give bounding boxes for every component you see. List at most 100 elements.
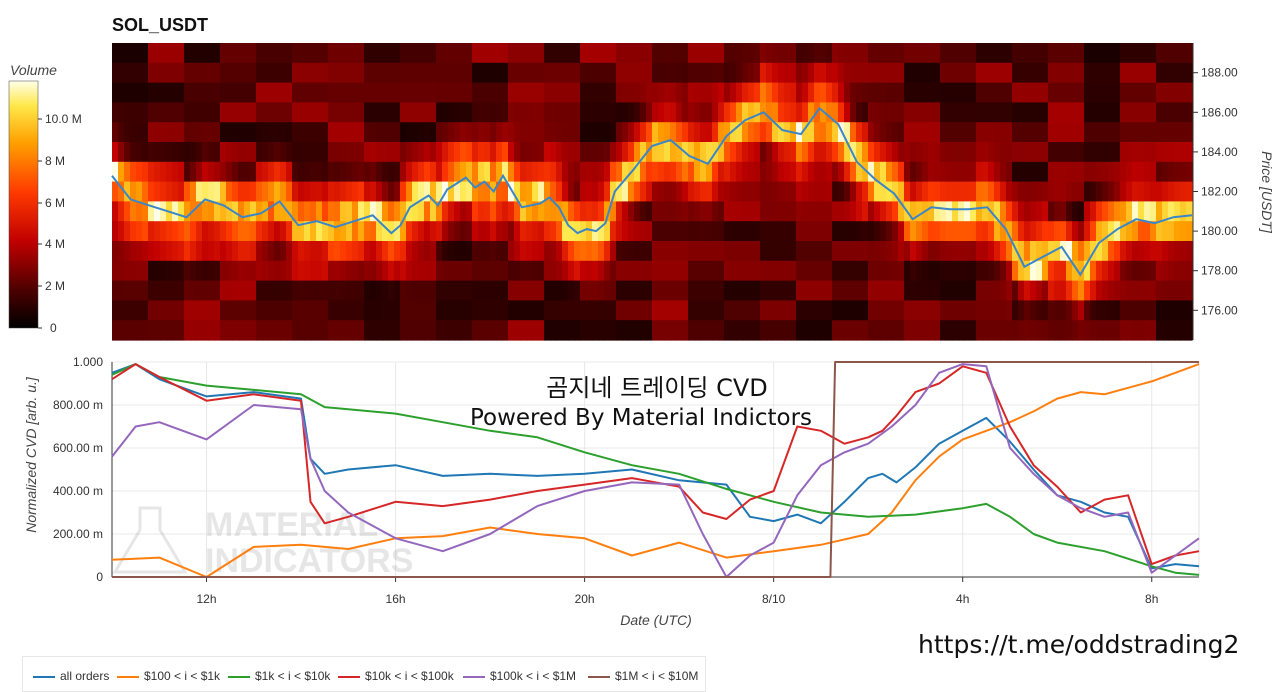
heatmap-cell (658, 280, 665, 301)
legend-item[interactable]: $100 < i < $1k (117, 669, 220, 683)
heatmap-cell (238, 82, 245, 103)
heatmap-cell (424, 43, 431, 64)
heatmap-cell (556, 241, 563, 262)
heatmap-cell (508, 62, 515, 84)
heatmap-cell (1126, 221, 1133, 242)
heatmap-cell (802, 102, 809, 123)
heatmap-cell (1120, 62, 1127, 84)
heatmap-cell (904, 43, 911, 64)
heatmap-cell (766, 82, 773, 103)
heatmap-cell (940, 102, 947, 123)
heatmap-cell (658, 300, 665, 321)
heatmap-cell (922, 221, 929, 242)
heatmap-cell (940, 241, 947, 262)
heatmap-cell (190, 43, 197, 64)
heatmap-cell (454, 122, 461, 143)
heatmap-cell (112, 82, 119, 103)
heatmap-cell (334, 43, 341, 64)
heatmap-cell (802, 300, 809, 321)
heatmap-cell (334, 320, 341, 341)
heatmap-cell (796, 181, 803, 202)
heatmap-cell (394, 181, 401, 202)
heatmap-cell (256, 161, 263, 183)
heatmap-cell (586, 122, 593, 143)
heatmap-cell (604, 122, 611, 143)
cvd-y-tick-label: 0 (96, 570, 103, 584)
heatmap-cell (370, 142, 377, 163)
heatmap-cell (304, 300, 311, 321)
heatmap-cell (400, 300, 407, 321)
heatmap-cell (844, 102, 851, 123)
heatmap-cell (610, 43, 617, 64)
legend-item[interactable]: $10k < i < $100k (338, 669, 454, 683)
heatmap-cell (292, 260, 299, 282)
heatmap-cell (1042, 181, 1049, 202)
heatmap-cell (988, 241, 995, 262)
heatmap-cell (970, 241, 977, 262)
heatmap-cell (688, 142, 695, 163)
heatmap-cell (736, 241, 743, 262)
heatmap-cell (226, 241, 233, 262)
heatmap-cell (1138, 320, 1145, 341)
heatmap-cell (418, 102, 425, 123)
heatmap-cell (496, 320, 503, 341)
heatmap-cell (1138, 62, 1145, 84)
heatmap-cell (832, 161, 839, 183)
heatmap-cell (1024, 241, 1031, 262)
heatmap-cell (310, 221, 317, 242)
heatmap-cell (850, 221, 857, 242)
heatmap-cell (1180, 201, 1187, 222)
heatmap-cell (1126, 280, 1133, 301)
heatmap-cell (496, 161, 503, 183)
heatmap-cell (670, 221, 677, 242)
heatmap-cell (490, 142, 497, 163)
heatmap-cell (604, 300, 611, 321)
heatmap-cell (190, 221, 197, 242)
heatmap-cell (136, 221, 143, 242)
heatmap-cell (898, 122, 905, 143)
legend-item[interactable]: $100k < i < $1M (463, 669, 576, 683)
heatmap-cell (622, 161, 629, 183)
heatmap-cell (814, 241, 821, 262)
heatmap-cell (796, 82, 803, 103)
heatmap-cell (682, 102, 689, 123)
heatmap-cell (610, 102, 617, 123)
heatmap-cell (934, 161, 941, 183)
telegram-link[interactable]: https://t.me/oddstrading2 (918, 630, 1240, 659)
heatmap-cell (250, 221, 257, 242)
heatmap-cell (406, 201, 413, 222)
heatmap-cell (724, 102, 731, 123)
heatmap-cell (1006, 221, 1013, 242)
heatmap-cell (772, 320, 779, 341)
heatmap-cell (442, 142, 449, 163)
heatmap-cell (688, 161, 695, 183)
heatmap-cell (808, 82, 815, 103)
heatmap-cell (436, 161, 443, 183)
heatmap-cell (334, 260, 341, 282)
heatmap-cell (1030, 300, 1037, 321)
heatmap-cell (154, 142, 161, 163)
legend-item[interactable]: all orders (33, 669, 109, 683)
heatmap-cell (1132, 102, 1139, 123)
heatmap-cell (256, 181, 263, 202)
legend-item[interactable]: $1k < i < $10k (228, 669, 330, 683)
heatmap-cell (184, 320, 191, 341)
heatmap-cell (832, 300, 839, 321)
heatmap-cell (388, 201, 395, 222)
heatmap-cell (1066, 320, 1073, 341)
heatmap-cell (1024, 201, 1031, 222)
heatmap-cell (886, 320, 893, 341)
heatmap-cell (112, 181, 119, 202)
heatmap-cell (892, 320, 899, 341)
heatmap-cell (1150, 43, 1157, 64)
heatmap-cell (538, 142, 545, 163)
heatmap-cell (1120, 142, 1127, 163)
heatmap-cell (874, 62, 881, 84)
heatmap-cell (790, 43, 797, 64)
heatmap-cell (664, 142, 671, 163)
heatmap-cell (358, 260, 365, 282)
heatmap-cell (316, 181, 323, 202)
heatmap-cell (454, 102, 461, 123)
heatmap-cell (1060, 241, 1067, 262)
legend-item[interactable]: $1M < i < $10M (588, 669, 698, 683)
